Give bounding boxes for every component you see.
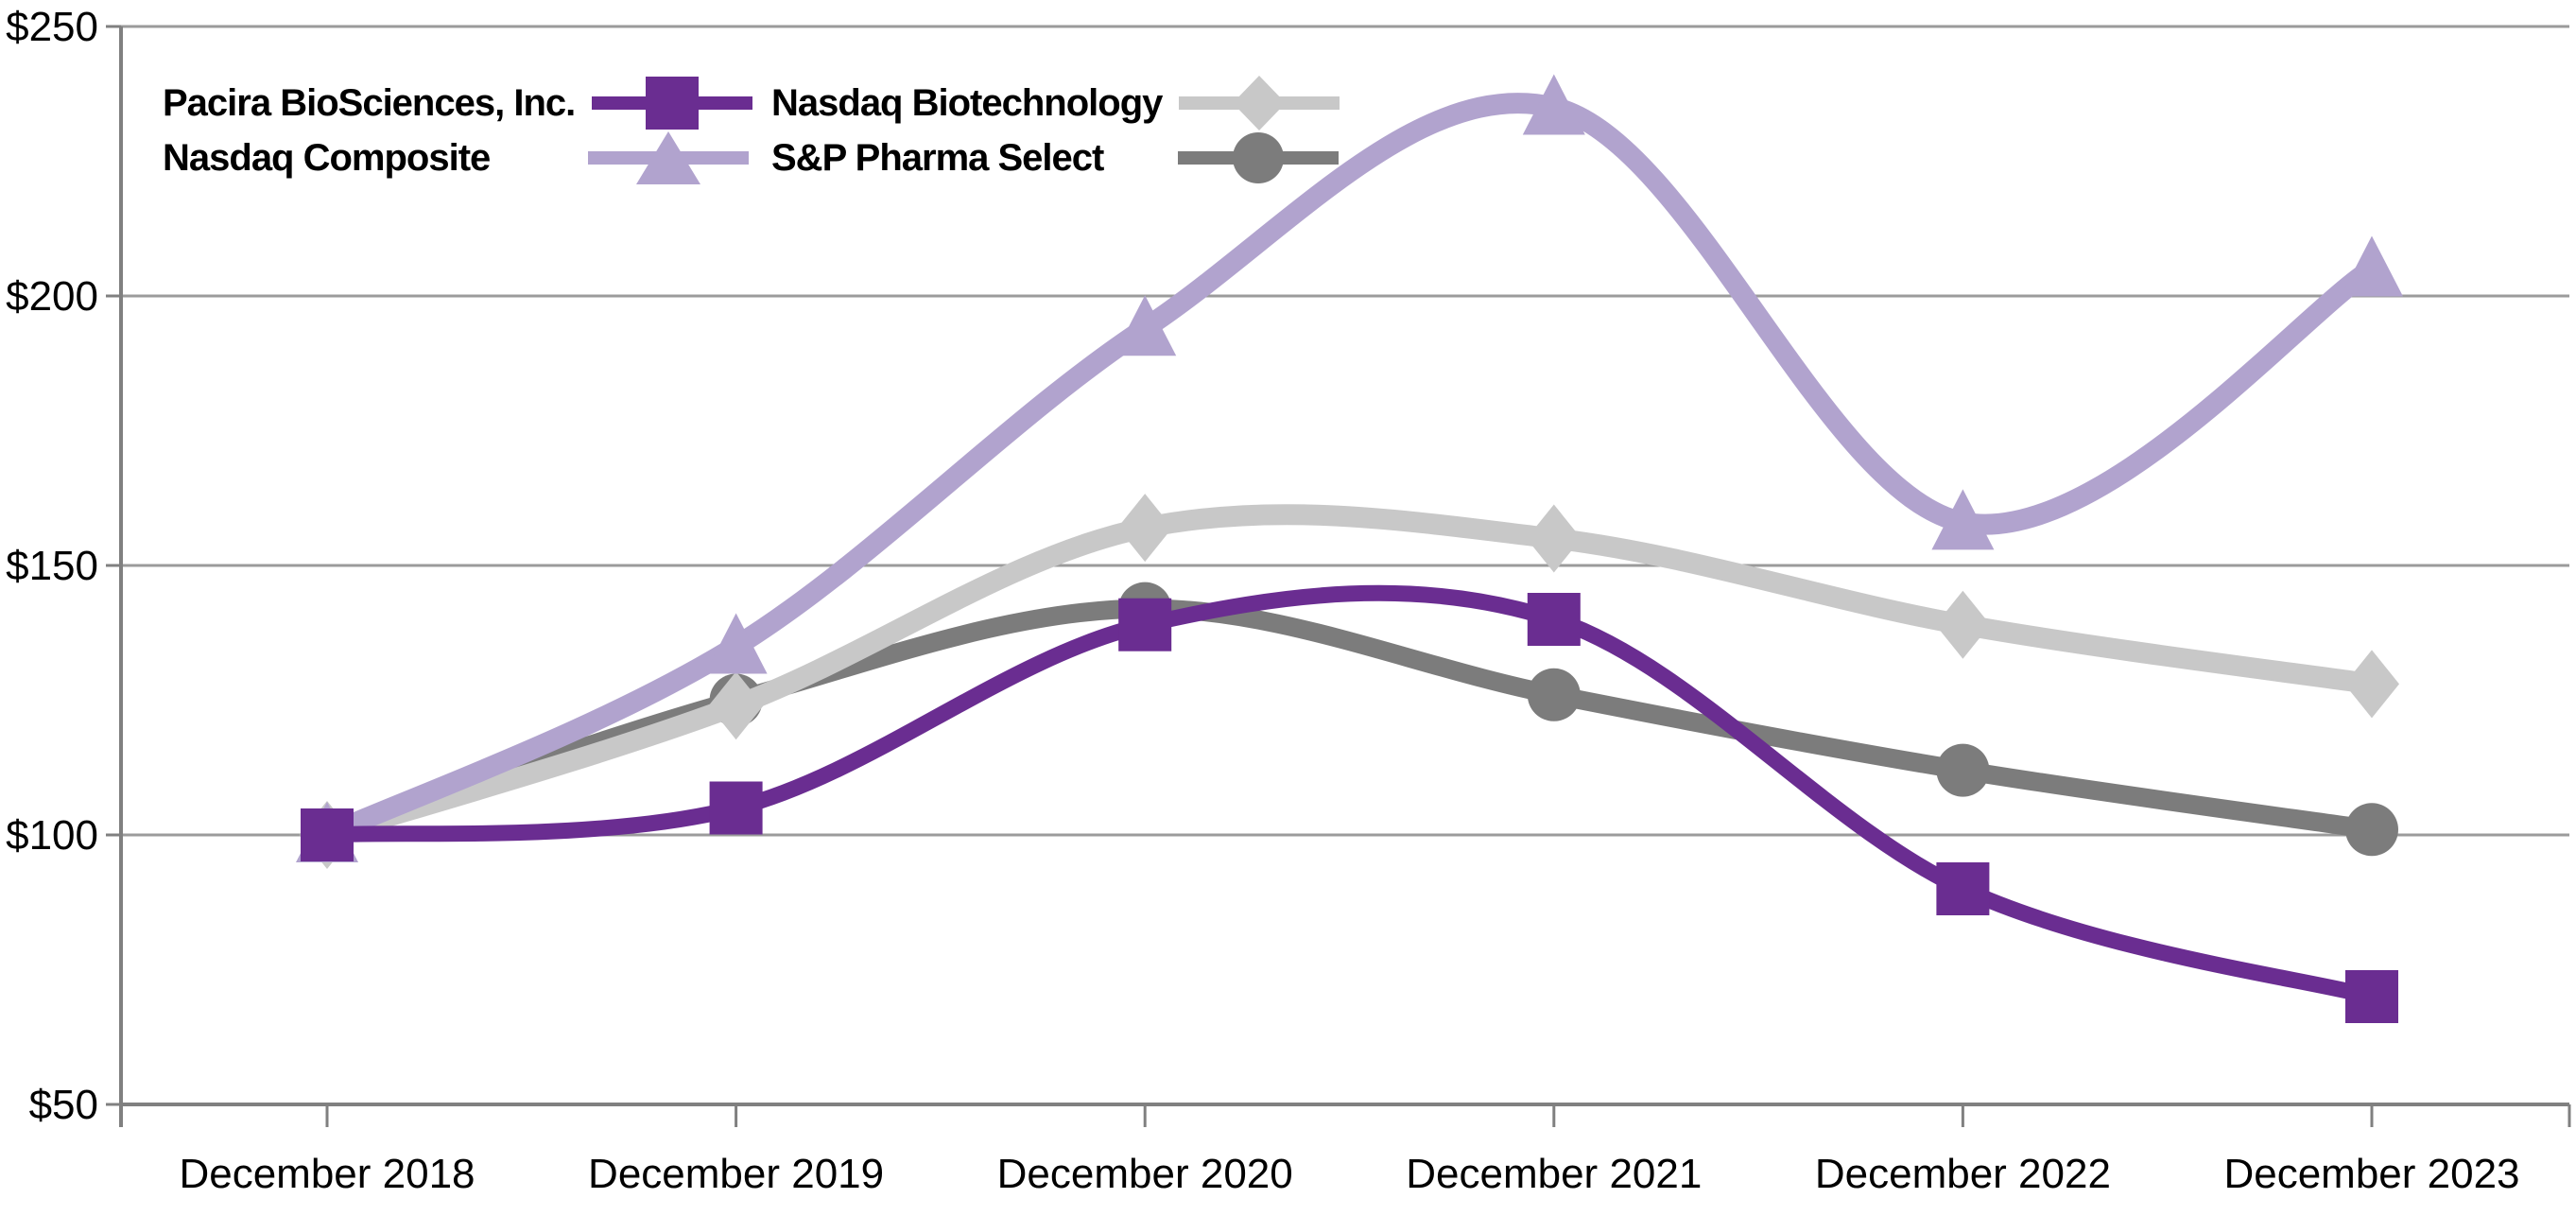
data-point-square-pacira-biosciences-inc [1118, 598, 1172, 651]
data-point-diamond-nasdaq-biotechnology [1526, 504, 1582, 573]
legend-marker-diamond-icon [1179, 76, 1340, 130]
data-point-diamond-nasdaq-biotechnology [1117, 494, 1173, 563]
legend-item-pacira-biosciences: Pacira BioSciences, Inc. [163, 76, 753, 130]
chart-legend: Pacira BioSciences, Inc. Nasdaq Composit… [163, 76, 1340, 185]
legend-marker-triangle-icon [588, 131, 749, 184]
series-line-pacira-biosciences-inc [319, 584, 2380, 1005]
legend-swatch-circle-icon [1178, 130, 1339, 185]
y-axis-label: $50 [29, 1082, 98, 1128]
legend-item-nasdaq-composite: Nasdaq Composite [163, 130, 749, 185]
legend-marker-square-icon [592, 77, 753, 130]
legend-item-nasdaq-biotechnology: Nasdaq Biotechnology [771, 76, 1340, 130]
data-point-triangle-nasdaq-composite [1114, 295, 1177, 356]
data-point-square-pacira-biosciences-inc [709, 781, 763, 835]
x-axis-label: December 2019 [588, 1151, 884, 1197]
data-point-circle-s-p-pharma-select [1527, 668, 1581, 721]
legend-label-nasdaq-biotechnology: Nasdaq Biotechnology [771, 81, 1163, 124]
x-axis-label: December 2022 [1815, 1151, 2111, 1197]
legend-marker-shape [646, 77, 700, 130]
legend-swatch-triangle-icon [588, 130, 749, 185]
x-axis-label: December 2023 [2223, 1151, 2519, 1197]
data-point-square-pacira-biosciences-inc [2345, 970, 2398, 1023]
x-axis-label: December 2018 [179, 1151, 475, 1197]
data-point-triangle-nasdaq-composite [1522, 74, 1585, 135]
data-point-square-pacira-biosciences-inc [301, 808, 354, 861]
legend-marker-shape [1233, 132, 1284, 183]
y-axis-label: $200 [6, 273, 98, 320]
legend-swatch-square-icon [592, 76, 753, 130]
legend-marker-shape [1233, 76, 1287, 130]
legend-label-pacira-biosciences: Pacira BioSciences, Inc. [163, 81, 576, 124]
legend-swatch-diamond-icon [1179, 76, 1340, 130]
legend-marker-shape [636, 131, 700, 184]
data-point-circle-s-p-pharma-select [2345, 803, 2398, 857]
series-line-nasdaq-biotechnology [317, 504, 2382, 845]
y-axis-label: $150 [6, 543, 98, 589]
data-point-diamond-nasdaq-biotechnology [1935, 590, 1991, 659]
legend-marker-circle-icon [1178, 132, 1339, 183]
data-point-triangle-nasdaq-composite [2341, 235, 2403, 297]
y-axis-label: $100 [6, 812, 98, 859]
data-point-triangle-nasdaq-composite [704, 613, 768, 674]
x-axis-label: December 2021 [1406, 1151, 1702, 1197]
data-point-diamond-nasdaq-biotechnology [2344, 650, 2399, 719]
data-point-square-pacira-biosciences-inc [1527, 593, 1581, 646]
legend-item-sp-pharma-select: S&P Pharma Select [771, 130, 1339, 185]
x-axis-label: December 2020 [997, 1151, 1293, 1197]
data-point-circle-s-p-pharma-select [1936, 743, 1990, 797]
data-point-square-pacira-biosciences-inc [1936, 862, 1990, 915]
legend-label-sp-pharma-select: S&P Pharma Select [771, 136, 1104, 179]
y-axis-label: $250 [6, 4, 98, 50]
legend-label-nasdaq-composite: Nasdaq Composite [163, 136, 491, 179]
data-point-triangle-nasdaq-composite [1931, 489, 1995, 550]
data-point-diamond-nasdaq-biotechnology [708, 671, 764, 740]
